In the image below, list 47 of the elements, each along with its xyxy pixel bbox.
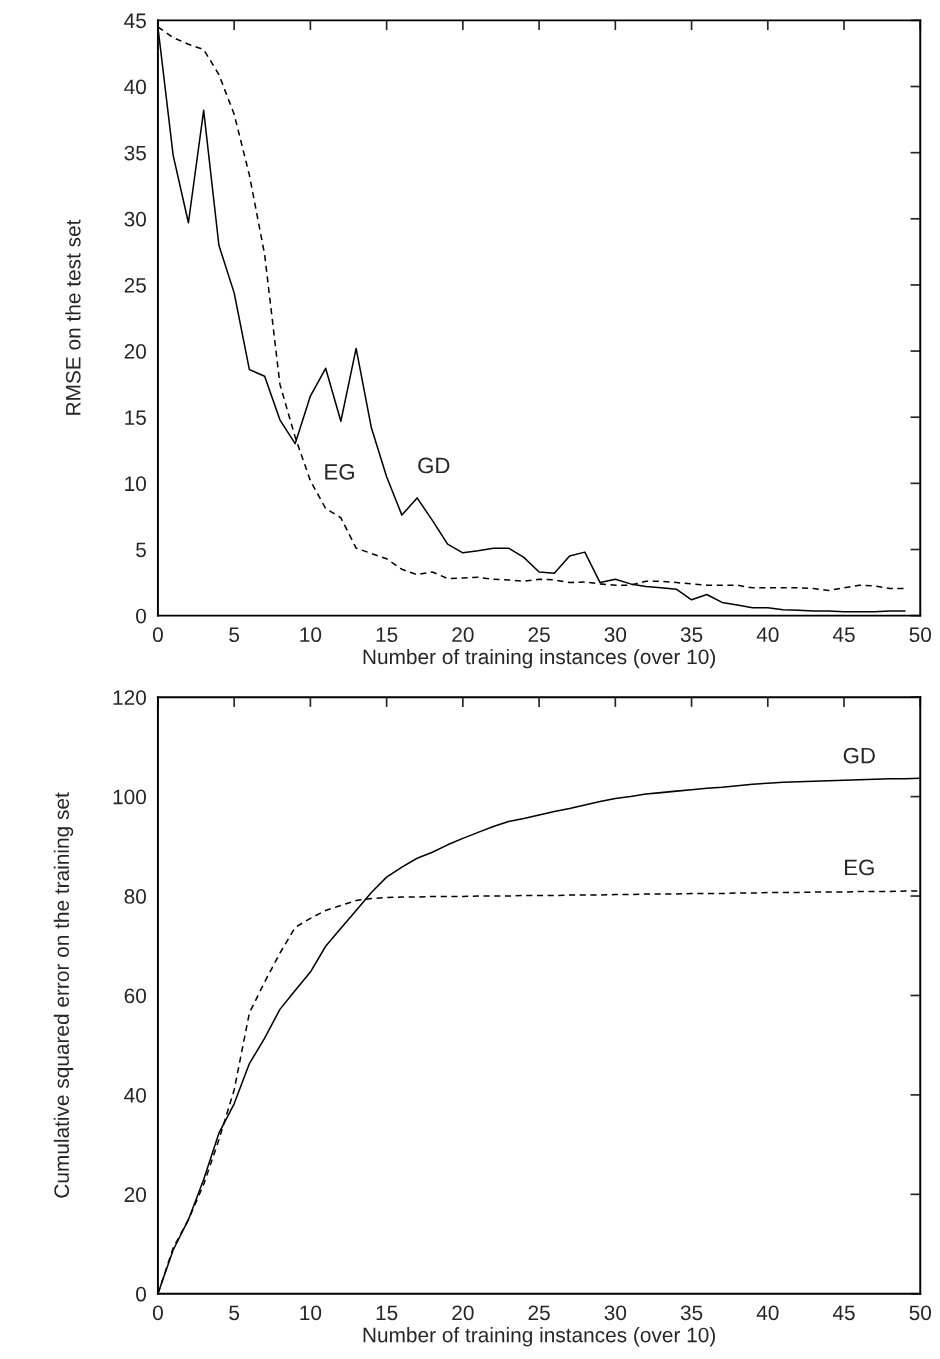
x-tick-label: 15 [376,627,398,643]
x-tick-label: 20 [452,627,474,643]
x-tick-label: 45 [832,1305,855,1321]
y-tick-label: 45 [124,13,146,29]
x-tick-label: 5 [229,627,240,643]
series-label: GD [843,747,875,764]
x-tick-label: 20 [452,1305,474,1321]
x-tick-label: 5 [229,1305,240,1321]
y-axis-title: Cumulative squared error on the training set [53,792,74,1198]
x-axis-title: Number of training instances (over 10) [363,1327,715,1347]
y-tick-label: 25 [124,277,146,293]
y-tick-label: 80 [124,889,146,904]
x-tick-label: 50 [909,627,932,643]
x-tick-label: 50 [909,1305,932,1321]
x-tick-label: 25 [528,627,550,643]
y-tick-label: 0 [136,608,146,624]
x-axis-title: Number of training instances (over 10) [363,648,715,669]
series-label: EG [845,859,874,876]
y-tick-label: 5 [136,542,146,558]
x-tick-label: 30 [604,627,627,643]
y-tick-label: 20 [124,1187,146,1203]
x-tick-label: 40 [756,1305,779,1321]
y-tick-label: 30 [124,211,146,227]
x-tick-label: 35 [680,1305,703,1321]
y-tick-label: 40 [124,1087,146,1103]
x-tick-label: 30 [604,1305,627,1321]
y-tick-label: 120 [113,690,146,705]
series-label: EG [325,463,354,480]
x-tick-label: 45 [832,627,855,643]
x-tick-label: 0 [152,627,163,643]
y-tick-label: 35 [124,145,146,161]
x-tick-label: 35 [680,627,703,643]
y-tick-label: 0 [136,1286,146,1302]
y-tick-label: 10 [125,476,146,492]
y-tick-label: 60 [124,988,146,1004]
x-tick-label: 10 [300,1305,322,1321]
x-tick-label: 10 [300,627,322,643]
y-tick-label: 100 [113,789,146,805]
series-label: GD [418,457,450,474]
x-tick-label: 40 [756,627,779,643]
y-axis-title: RMSE on the test set [65,219,81,415]
y-tick-label: 40 [124,79,146,95]
x-tick-label: 25 [528,1305,550,1321]
y-tick-label: 20 [124,344,146,359]
y-tick-label: 15 [125,410,146,425]
x-tick-label: 0 [152,1305,163,1321]
x-tick-label: 15 [376,1305,398,1321]
